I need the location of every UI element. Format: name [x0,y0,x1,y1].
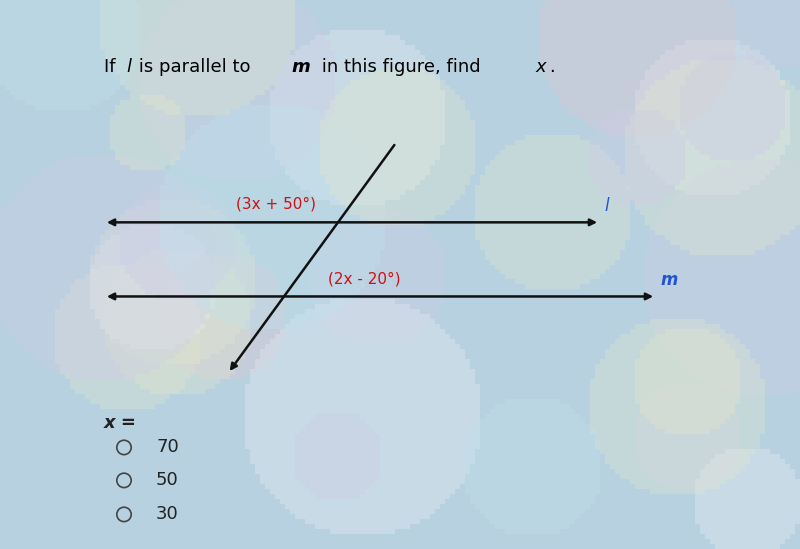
Text: l: l [604,197,609,215]
Text: m: m [292,58,310,76]
Text: l: l [126,58,131,76]
Text: (2x - 20°): (2x - 20°) [328,272,401,287]
Text: (3x + 50°): (3x + 50°) [236,197,316,211]
Text: 70: 70 [156,439,178,456]
Text: in this figure, find: in this figure, find [316,58,486,76]
Text: If: If [104,58,122,76]
Text: m: m [660,271,678,289]
Text: x: x [536,58,546,76]
Text: 50: 50 [156,472,178,489]
Text: 30: 30 [156,506,178,523]
Text: x =: x = [104,414,137,433]
Text: is parallel to: is parallel to [133,58,256,76]
Text: .: . [550,58,555,76]
